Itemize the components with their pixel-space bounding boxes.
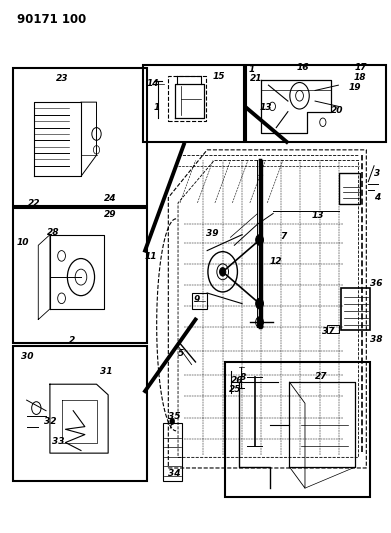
Text: 26: 26 [230,376,243,385]
Circle shape [170,418,174,424]
Text: 18: 18 [354,72,366,82]
Text: 4: 4 [374,193,380,202]
Text: 10: 10 [17,238,29,247]
Text: 31: 31 [100,367,113,376]
Text: 8: 8 [240,373,246,382]
Bar [13,208,147,343]
Text: 25: 25 [228,385,241,394]
Text: 5: 5 [178,350,184,359]
Text: 7: 7 [280,232,286,241]
Text: 24: 24 [104,194,117,203]
Text: 13: 13 [312,211,325,220]
Bar [143,65,244,142]
Text: 1: 1 [258,169,264,178]
Text: 1: 1 [249,64,255,74]
Text: 14: 14 [147,79,160,88]
Bar [13,68,147,206]
Text: 2: 2 [69,336,75,345]
Circle shape [256,298,264,309]
Bar [341,288,370,330]
Text: 33: 33 [52,437,65,446]
Text: 9: 9 [194,295,200,304]
Text: 19: 19 [349,83,361,92]
Text: 23: 23 [56,74,68,83]
Text: 29: 29 [104,210,117,219]
Bar [13,346,147,481]
Text: 39: 39 [206,229,219,238]
Text: 12: 12 [269,257,282,265]
Bar [224,362,370,497]
Text: 22: 22 [28,199,40,208]
Text: 1: 1 [154,103,160,112]
Text: 17: 17 [355,63,367,72]
Text: 37: 37 [322,327,335,336]
Bar [168,76,206,120]
Text: 27: 27 [315,372,328,381]
Text: 20: 20 [332,106,344,115]
Text: 15: 15 [213,72,226,81]
Text: 34: 34 [168,469,181,478]
Text: 35: 35 [168,411,181,421]
Text: 30: 30 [21,352,33,361]
Text: 11: 11 [144,253,157,262]
Text: 32: 32 [44,417,57,426]
Bar [163,423,182,481]
Text: 13: 13 [260,103,272,112]
Bar [246,65,386,142]
Text: 21: 21 [250,74,262,83]
Text: 90171 100: 90171 100 [17,13,86,26]
Circle shape [256,235,264,245]
Bar [192,293,207,309]
Bar [339,173,361,204]
Circle shape [220,268,226,276]
Text: 28: 28 [47,228,59,237]
Text: 36: 36 [370,279,383,288]
Text: 6: 6 [258,322,264,331]
Text: 38: 38 [370,335,383,344]
Text: 16: 16 [296,63,309,72]
Bar [328,325,339,333]
Text: 3: 3 [374,169,380,178]
